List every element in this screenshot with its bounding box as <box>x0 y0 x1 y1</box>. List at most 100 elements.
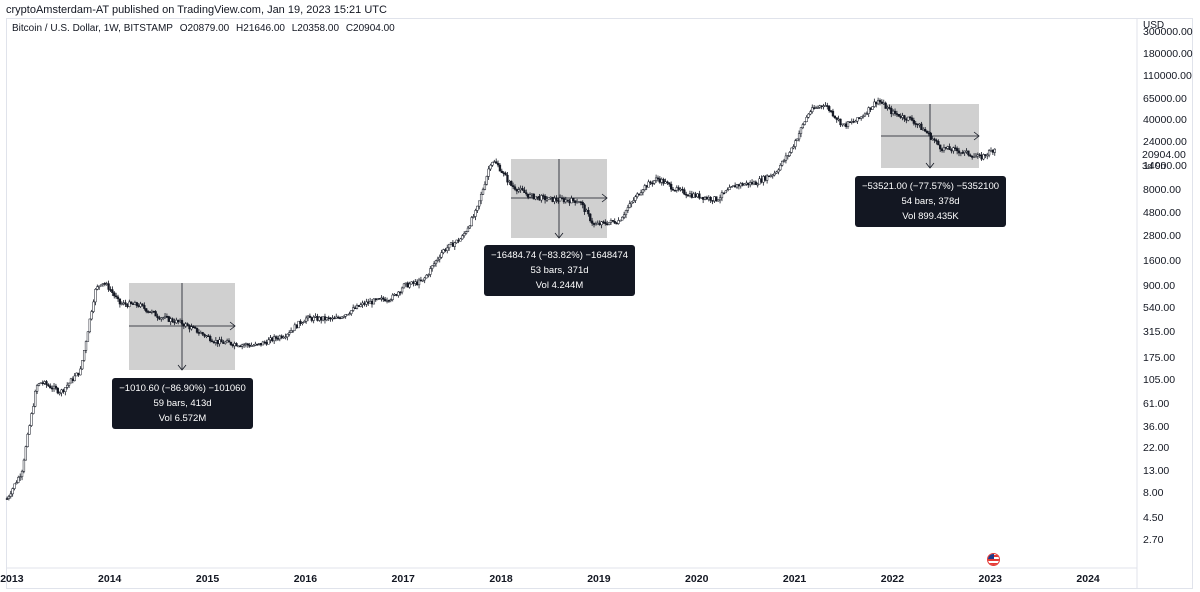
candle-body <box>809 111 812 115</box>
candle-body <box>242 344 246 346</box>
candle-body <box>886 107 889 109</box>
candle-body <box>540 195 543 201</box>
candle-body <box>152 310 155 313</box>
candle-body <box>39 382 43 384</box>
candle-body <box>288 332 291 335</box>
measurement-change: −16484.74 (−83.82%) −1648474 <box>490 250 629 261</box>
candle-body <box>799 127 803 134</box>
candle-body <box>455 239 458 244</box>
candle-body <box>733 185 737 188</box>
bar-countdown: 3d 9h <box>1142 161 1166 172</box>
x-tick-label: 2015 <box>195 573 220 585</box>
candle-body <box>543 195 547 201</box>
candle-body <box>673 190 677 192</box>
candle-body <box>30 413 33 426</box>
candle-body <box>611 220 614 222</box>
candle-body <box>348 313 351 315</box>
x-tick-label: 2020 <box>685 573 709 585</box>
candle-body <box>365 301 368 305</box>
candle-body <box>188 325 191 330</box>
candle-body <box>592 223 596 225</box>
candle-body <box>829 110 833 112</box>
candle-body <box>340 316 344 319</box>
us-flag-icon[interactable] <box>987 553 1000 566</box>
y-tick-label: 105.00 <box>1143 373 1176 386</box>
candle-body <box>461 235 464 240</box>
candle-body <box>350 310 353 314</box>
candle-body <box>367 301 370 304</box>
candle-body <box>690 193 693 198</box>
candle-body <box>679 188 682 191</box>
candle-body <box>225 340 229 343</box>
candle-body <box>310 317 313 321</box>
candle-body <box>773 172 776 176</box>
candle-body <box>944 147 947 149</box>
candle-body <box>668 182 671 185</box>
candle-body <box>498 164 502 172</box>
candle-body <box>508 180 511 183</box>
candle-body <box>11 488 14 495</box>
candle-body <box>416 281 419 286</box>
candle-body <box>636 193 639 197</box>
candle-body <box>233 343 236 347</box>
candle-body <box>77 372 80 376</box>
candle-body <box>670 183 673 190</box>
candle-body <box>417 279 421 286</box>
symbol-info: Bitcoin / U.S. Dollar, 1W, BITSTAMP O208… <box>12 23 399 34</box>
candle-body <box>882 102 885 105</box>
candle-body <box>344 314 347 317</box>
candle-body <box>190 326 193 330</box>
candle-body <box>918 123 921 126</box>
candle-body <box>732 185 735 187</box>
candle-body <box>361 302 364 306</box>
candle-body <box>897 113 900 117</box>
candle-body <box>393 294 396 296</box>
candle-body <box>649 181 652 184</box>
candle-body <box>570 198 573 204</box>
candle-body <box>466 227 470 232</box>
candle-body <box>617 220 620 224</box>
candle-body <box>280 335 283 339</box>
measurement-volume: Vol 6.572M <box>158 413 207 424</box>
candle-body <box>479 193 483 202</box>
candle-body <box>737 184 741 187</box>
candle-body <box>205 335 208 337</box>
chart-frame[interactable] <box>6 18 1193 589</box>
candle-body <box>259 343 263 346</box>
candle-body <box>961 152 964 154</box>
candle-body <box>35 385 39 392</box>
candle-body <box>528 194 532 198</box>
candle-body <box>489 164 492 170</box>
x-tick-label: 2017 <box>391 573 415 585</box>
candle-body <box>826 105 829 107</box>
candle-body <box>323 316 327 321</box>
candle-body <box>257 343 261 345</box>
candle-body <box>572 198 575 201</box>
candle-body <box>574 200 577 203</box>
candle-body <box>60 389 63 394</box>
candle-body <box>993 148 996 153</box>
candle-body <box>265 342 268 345</box>
candle-body <box>880 101 884 104</box>
candle-body <box>596 222 599 225</box>
candle-body <box>293 324 297 331</box>
y-tick-label: 61.00 <box>1143 397 1170 410</box>
candle-body <box>683 189 686 195</box>
candle-body <box>269 337 272 341</box>
x-tick-label: 2014 <box>98 573 122 585</box>
candle-body <box>90 311 93 320</box>
measurement-box[interactable] <box>129 283 236 371</box>
candle-body <box>175 319 178 324</box>
candle-body <box>248 344 251 347</box>
candle-body <box>197 332 201 334</box>
candle-body <box>368 300 372 304</box>
candle-body <box>686 194 690 197</box>
candle-body <box>162 317 165 319</box>
candle-body <box>318 316 321 321</box>
candle-body <box>382 297 385 300</box>
y-tick-label: 65000.00 <box>1143 92 1187 105</box>
candle-body <box>180 320 184 325</box>
candle-body <box>700 196 703 199</box>
candle-body <box>931 138 934 141</box>
